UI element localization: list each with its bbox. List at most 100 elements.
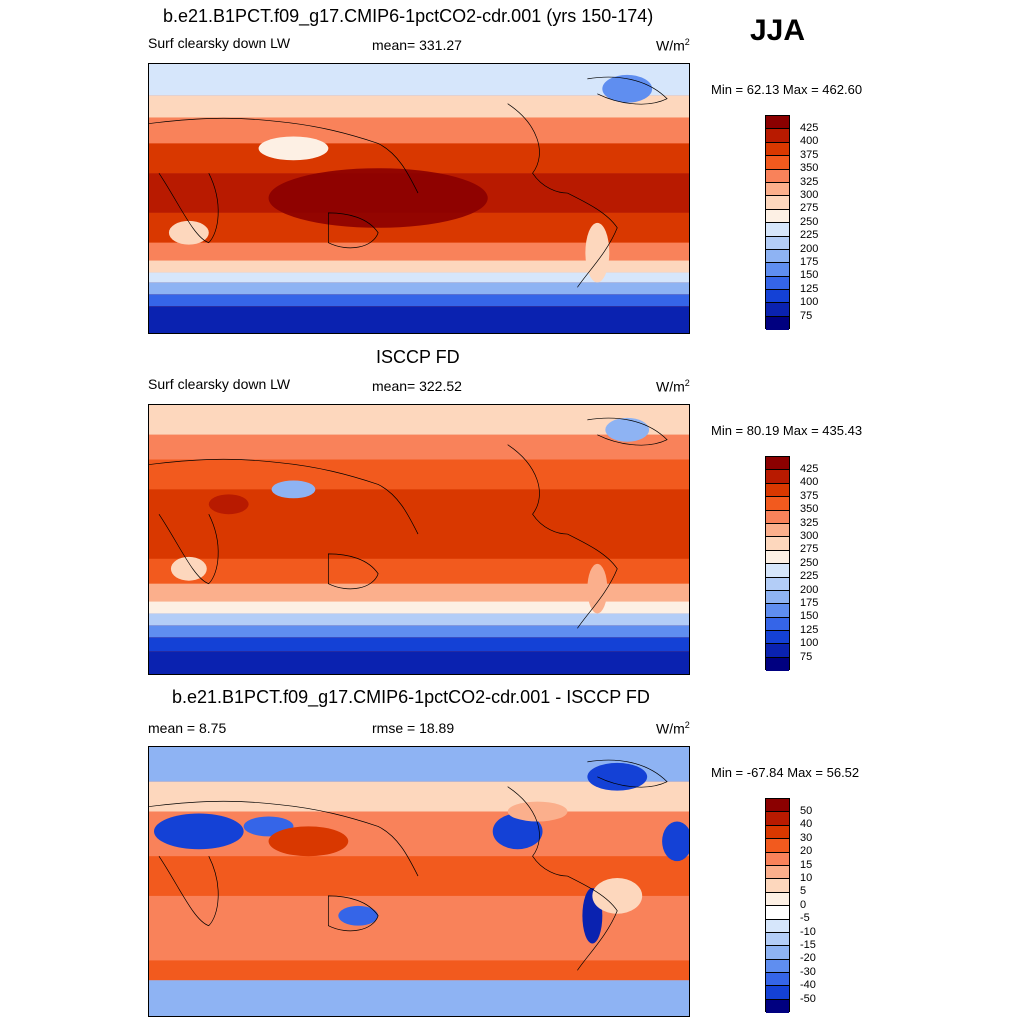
season-label: JJA	[750, 14, 806, 47]
colorbar-tick-label: -5	[800, 912, 810, 924]
colorbar-tick-label: 75	[800, 310, 813, 322]
colorbar-swatch	[766, 892, 789, 907]
colorbar-tick-label: 250	[800, 557, 819, 569]
colorbar-tick-label: 275	[800, 202, 819, 214]
colorbar-tick-label: 10	[800, 872, 813, 884]
colorbar-tick-label: 0	[800, 899, 807, 911]
colorbar-swatch	[766, 316, 789, 331]
panel-obs-colorbar	[765, 456, 790, 672]
colorbar-tick-label: 400	[800, 135, 819, 147]
colorbar-tick-label: 5	[800, 885, 807, 897]
colorbar-tick-label: 150	[800, 610, 819, 622]
colorbar-swatch	[766, 617, 789, 632]
panel-obs-map	[148, 404, 690, 675]
colorbar-swatch	[766, 523, 789, 538]
colorbar-swatch	[766, 276, 789, 291]
colorbar-tick-label: 350	[800, 162, 819, 174]
colorbar-tick-label: 250	[800, 216, 819, 228]
colorbar-swatch	[766, 959, 789, 974]
colorbar-swatch	[766, 249, 789, 264]
colorbar-swatch	[766, 129, 789, 143]
colorbar-swatch	[766, 932, 789, 947]
panel-model-map	[148, 63, 690, 334]
colorbar-swatch	[766, 919, 789, 933]
panel-model-mean-label: mean= 331.27	[372, 37, 462, 53]
colorbar-swatch	[766, 510, 789, 524]
panel-obs-units: W/m2	[656, 378, 690, 395]
colorbar-tick-label: 175	[800, 256, 819, 268]
colorbar-tick-label: 325	[800, 517, 819, 529]
colorbar-tick-label: 100	[800, 296, 819, 308]
panel-model-colorbar	[765, 115, 790, 331]
panel-diff-title: b.e21.B1PCT.f09_g17.CMIP6-1pctCO2-cdr.00…	[172, 687, 650, 707]
colorbar-tick-label: 75	[800, 651, 813, 663]
colorbar-swatch	[766, 879, 789, 893]
panel-obs-minmax: Min = 80.19 Max = 435.43	[711, 423, 863, 438]
colorbar-tick-label: 20	[800, 845, 813, 857]
colorbar-swatch	[766, 169, 789, 183]
panel-diff-mean-label: mean = 8.75	[148, 720, 227, 736]
colorbar-swatch	[766, 209, 789, 224]
colorbar-swatch	[766, 644, 789, 658]
panel-diff-minmax: Min = -67.84 Max = 56.52	[711, 765, 860, 780]
colorbar-tick-label: 225	[800, 229, 819, 241]
colorbar-tick-label: 175	[800, 597, 819, 609]
colorbar-tick-label: -50	[800, 993, 816, 1005]
colorbar-tick-label: 425	[800, 122, 819, 134]
colorbar-swatch	[766, 973, 789, 987]
panel-obs-mean-label: mean= 322.52	[372, 378, 462, 394]
colorbar-tick-label: 375	[800, 149, 819, 161]
colorbar-swatch	[766, 631, 789, 645]
colorbar-tick-label: 15	[800, 859, 813, 871]
colorbar-tick-label: -30	[800, 966, 816, 978]
colorbar-tick-label: 125	[800, 283, 819, 295]
colorbar-swatch	[766, 263, 789, 277]
colorbar-tick-label: 50	[800, 805, 813, 817]
colorbar-tick-label: 100	[800, 637, 819, 649]
colorbar-swatch	[766, 457, 789, 471]
panel-obs-title: ISCCP FD	[376, 347, 460, 367]
panel-diff-colorbar	[765, 798, 790, 1014]
colorbar-tick-label: 275	[800, 543, 819, 555]
colorbar-swatch	[766, 537, 789, 551]
colorbar-tick-label: -20	[800, 952, 816, 964]
colorbar-swatch	[766, 999, 789, 1014]
colorbar-swatch	[766, 303, 789, 317]
colorbar-swatch	[766, 986, 789, 1000]
colorbar-swatch	[766, 852, 789, 866]
colorbar-tick-label: 150	[800, 269, 819, 281]
colorbar-swatch	[766, 657, 789, 672]
colorbar-swatch	[766, 577, 789, 591]
colorbar-swatch	[766, 604, 789, 618]
panel-model-minmax: Min = 62.13 Max = 462.60	[711, 82, 863, 97]
colorbar-tick-label: 425	[800, 463, 819, 475]
colorbar-swatch	[766, 497, 789, 511]
panel-model-units: W/m2	[656, 37, 690, 54]
colorbar-tick-label: 200	[800, 243, 819, 255]
colorbar-swatch	[766, 865, 789, 880]
colorbar-tick-label: 200	[800, 584, 819, 596]
colorbar-swatch	[766, 906, 789, 920]
colorbar-swatch	[766, 236, 789, 250]
panel-diff-map	[148, 746, 690, 1017]
panel-diff-rmse-label: rmse = 18.89	[372, 720, 455, 736]
colorbar-swatch	[766, 590, 789, 605]
colorbar-tick-label: 30	[800, 832, 813, 844]
colorbar-swatch	[766, 196, 789, 210]
colorbar-tick-label: 400	[800, 476, 819, 488]
colorbar-swatch	[766, 156, 789, 170]
colorbar-swatch	[766, 182, 789, 197]
colorbar-swatch	[766, 839, 789, 853]
colorbar-swatch	[766, 564, 789, 578]
panel-model-title: b.e21.B1PCT.f09_g17.CMIP6-1pctCO2-cdr.00…	[163, 6, 654, 26]
panel-diff-units: W/m2	[656, 720, 690, 737]
colorbar-tick-label: -40	[800, 979, 816, 991]
colorbar-tick-label: 375	[800, 490, 819, 502]
colorbar-swatch	[766, 825, 789, 840]
colorbar-swatch	[766, 142, 789, 157]
colorbar-swatch	[766, 946, 789, 960]
colorbar-swatch	[766, 483, 789, 498]
panel-obs-variable-label: Surf clearsky down LW	[148, 376, 291, 392]
colorbar-swatch	[766, 550, 789, 565]
colorbar-swatch	[766, 812, 789, 826]
